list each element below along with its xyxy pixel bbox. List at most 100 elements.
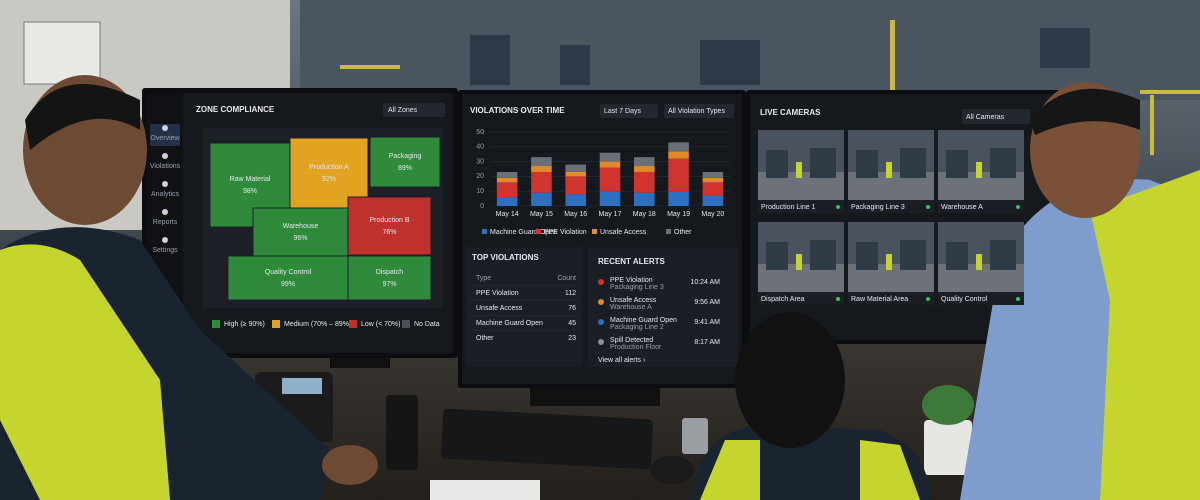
mouse	[650, 456, 694, 484]
table-header: Count	[557, 275, 576, 282]
bar-segment	[702, 171, 724, 178]
zone	[347, 255, 432, 301]
panel-title: LIVE CAMERAS	[760, 108, 821, 117]
sidebar-active	[150, 124, 180, 146]
legend-label: High (≥ 90%)	[224, 321, 265, 328]
camera-machine	[900, 148, 926, 178]
recent-alerts-panel	[588, 247, 738, 367]
alert-time: 9:41 AM	[694, 319, 720, 326]
phone-display	[282, 378, 322, 394]
bar-segment	[565, 171, 586, 177]
bar-segment	[565, 164, 586, 172]
bar-segment	[634, 192, 655, 206]
bar-segment	[531, 157, 552, 167]
keyboard	[441, 408, 653, 470]
x-tick-label: May 19	[667, 211, 690, 218]
person-center	[690, 312, 930, 500]
camera-label: Raw Material Area	[851, 296, 908, 303]
paper	[430, 480, 540, 500]
zone-name: Dispatch	[376, 269, 403, 276]
legend-label: Other	[674, 229, 692, 236]
alert-icon	[598, 279, 604, 285]
table-cell: 23	[568, 335, 576, 342]
camera-machine	[856, 150, 878, 178]
bar-segment	[599, 161, 621, 168]
zone-name: Warehouse	[283, 223, 319, 230]
panel-title: VIOLATIONS OVER TIME	[470, 106, 565, 115]
caption-bar	[938, 200, 1024, 213]
nav-label: Settings	[152, 247, 178, 254]
table-cell: 76	[568, 305, 576, 312]
type-filter[interactable]	[664, 104, 734, 118]
bar-segment	[634, 157, 655, 167]
camera-worker	[976, 162, 982, 178]
zone	[289, 137, 369, 209]
plant-pot	[924, 420, 972, 475]
camera-machine	[766, 150, 788, 178]
camera-machine	[990, 240, 1016, 270]
bar-segment	[599, 167, 621, 192]
x-tick-label: May 16	[564, 211, 587, 218]
legend-swatch	[666, 229, 671, 234]
table-cell: Other	[476, 335, 494, 342]
alert-location: Warehouse A	[610, 304, 652, 311]
table-cell: 45	[568, 320, 576, 327]
camera-status	[836, 205, 840, 209]
panel-title: TOP VIOLATIONS	[472, 253, 539, 262]
panel-title: ZONE COMPLIANCE	[196, 105, 275, 114]
camera-machine	[856, 242, 878, 270]
legend-swatch	[272, 320, 280, 328]
camera-worker	[796, 162, 802, 178]
caption-bar	[938, 292, 1024, 305]
monitor-stand	[330, 358, 390, 368]
camera-label: Packaging Line 3	[851, 204, 905, 211]
alert-type: Unsafe Access	[610, 297, 657, 304]
date-filter[interactable]	[600, 104, 658, 118]
camera-machine	[946, 242, 968, 270]
legend-swatch	[212, 320, 220, 328]
bar-segment	[668, 191, 689, 206]
zone-filter[interactable]	[383, 103, 445, 117]
legend-label: Unsafe Access	[600, 229, 647, 236]
nav-label: Reports	[153, 219, 178, 226]
caption-bar	[848, 292, 934, 305]
caption-bar	[848, 200, 934, 213]
table-cell: 112	[565, 290, 576, 297]
camera-filter[interactable]	[962, 109, 1030, 124]
y-tick-label: 0	[480, 203, 484, 210]
alert-icon	[598, 299, 604, 305]
camera-status	[1016, 205, 1020, 209]
bar-segment	[565, 194, 586, 206]
nav-icon	[162, 237, 168, 243]
camera-status	[836, 297, 840, 301]
bar-segment	[634, 166, 655, 172]
bar-segment	[565, 176, 586, 195]
x-tick-label: May 17	[599, 211, 622, 218]
zone-value: 98%	[243, 188, 257, 195]
link[interactable]: View all alerts ›	[598, 357, 646, 364]
legend-label: Medium (70% – 89%)	[284, 321, 351, 328]
filter-label[interactable]: All Zones	[388, 107, 418, 114]
nav-label: Analytics	[151, 191, 180, 198]
zone-name: Production B	[369, 217, 409, 224]
camera-label: Dispatch Area	[761, 296, 805, 303]
bar-segment	[634, 171, 655, 193]
nav-icon	[162, 153, 168, 159]
table-cell: Unsafe Access	[476, 305, 523, 312]
cup	[682, 418, 708, 454]
table-header: Type	[476, 275, 491, 282]
zone-value: 92%	[322, 176, 336, 183]
nav-icon	[162, 181, 168, 187]
camera-machine	[810, 148, 836, 178]
factory-rails	[340, 20, 1200, 155]
camera-machine	[810, 240, 836, 270]
bar-segment	[702, 182, 724, 196]
legend-swatch	[536, 229, 541, 234]
zone	[347, 196, 432, 256]
bar-segment	[496, 171, 518, 178]
filter-label[interactable]: All Cameras	[966, 114, 1005, 121]
bar-segment	[668, 151, 689, 159]
bar-segment	[496, 182, 518, 198]
bar-segment	[531, 166, 552, 172]
